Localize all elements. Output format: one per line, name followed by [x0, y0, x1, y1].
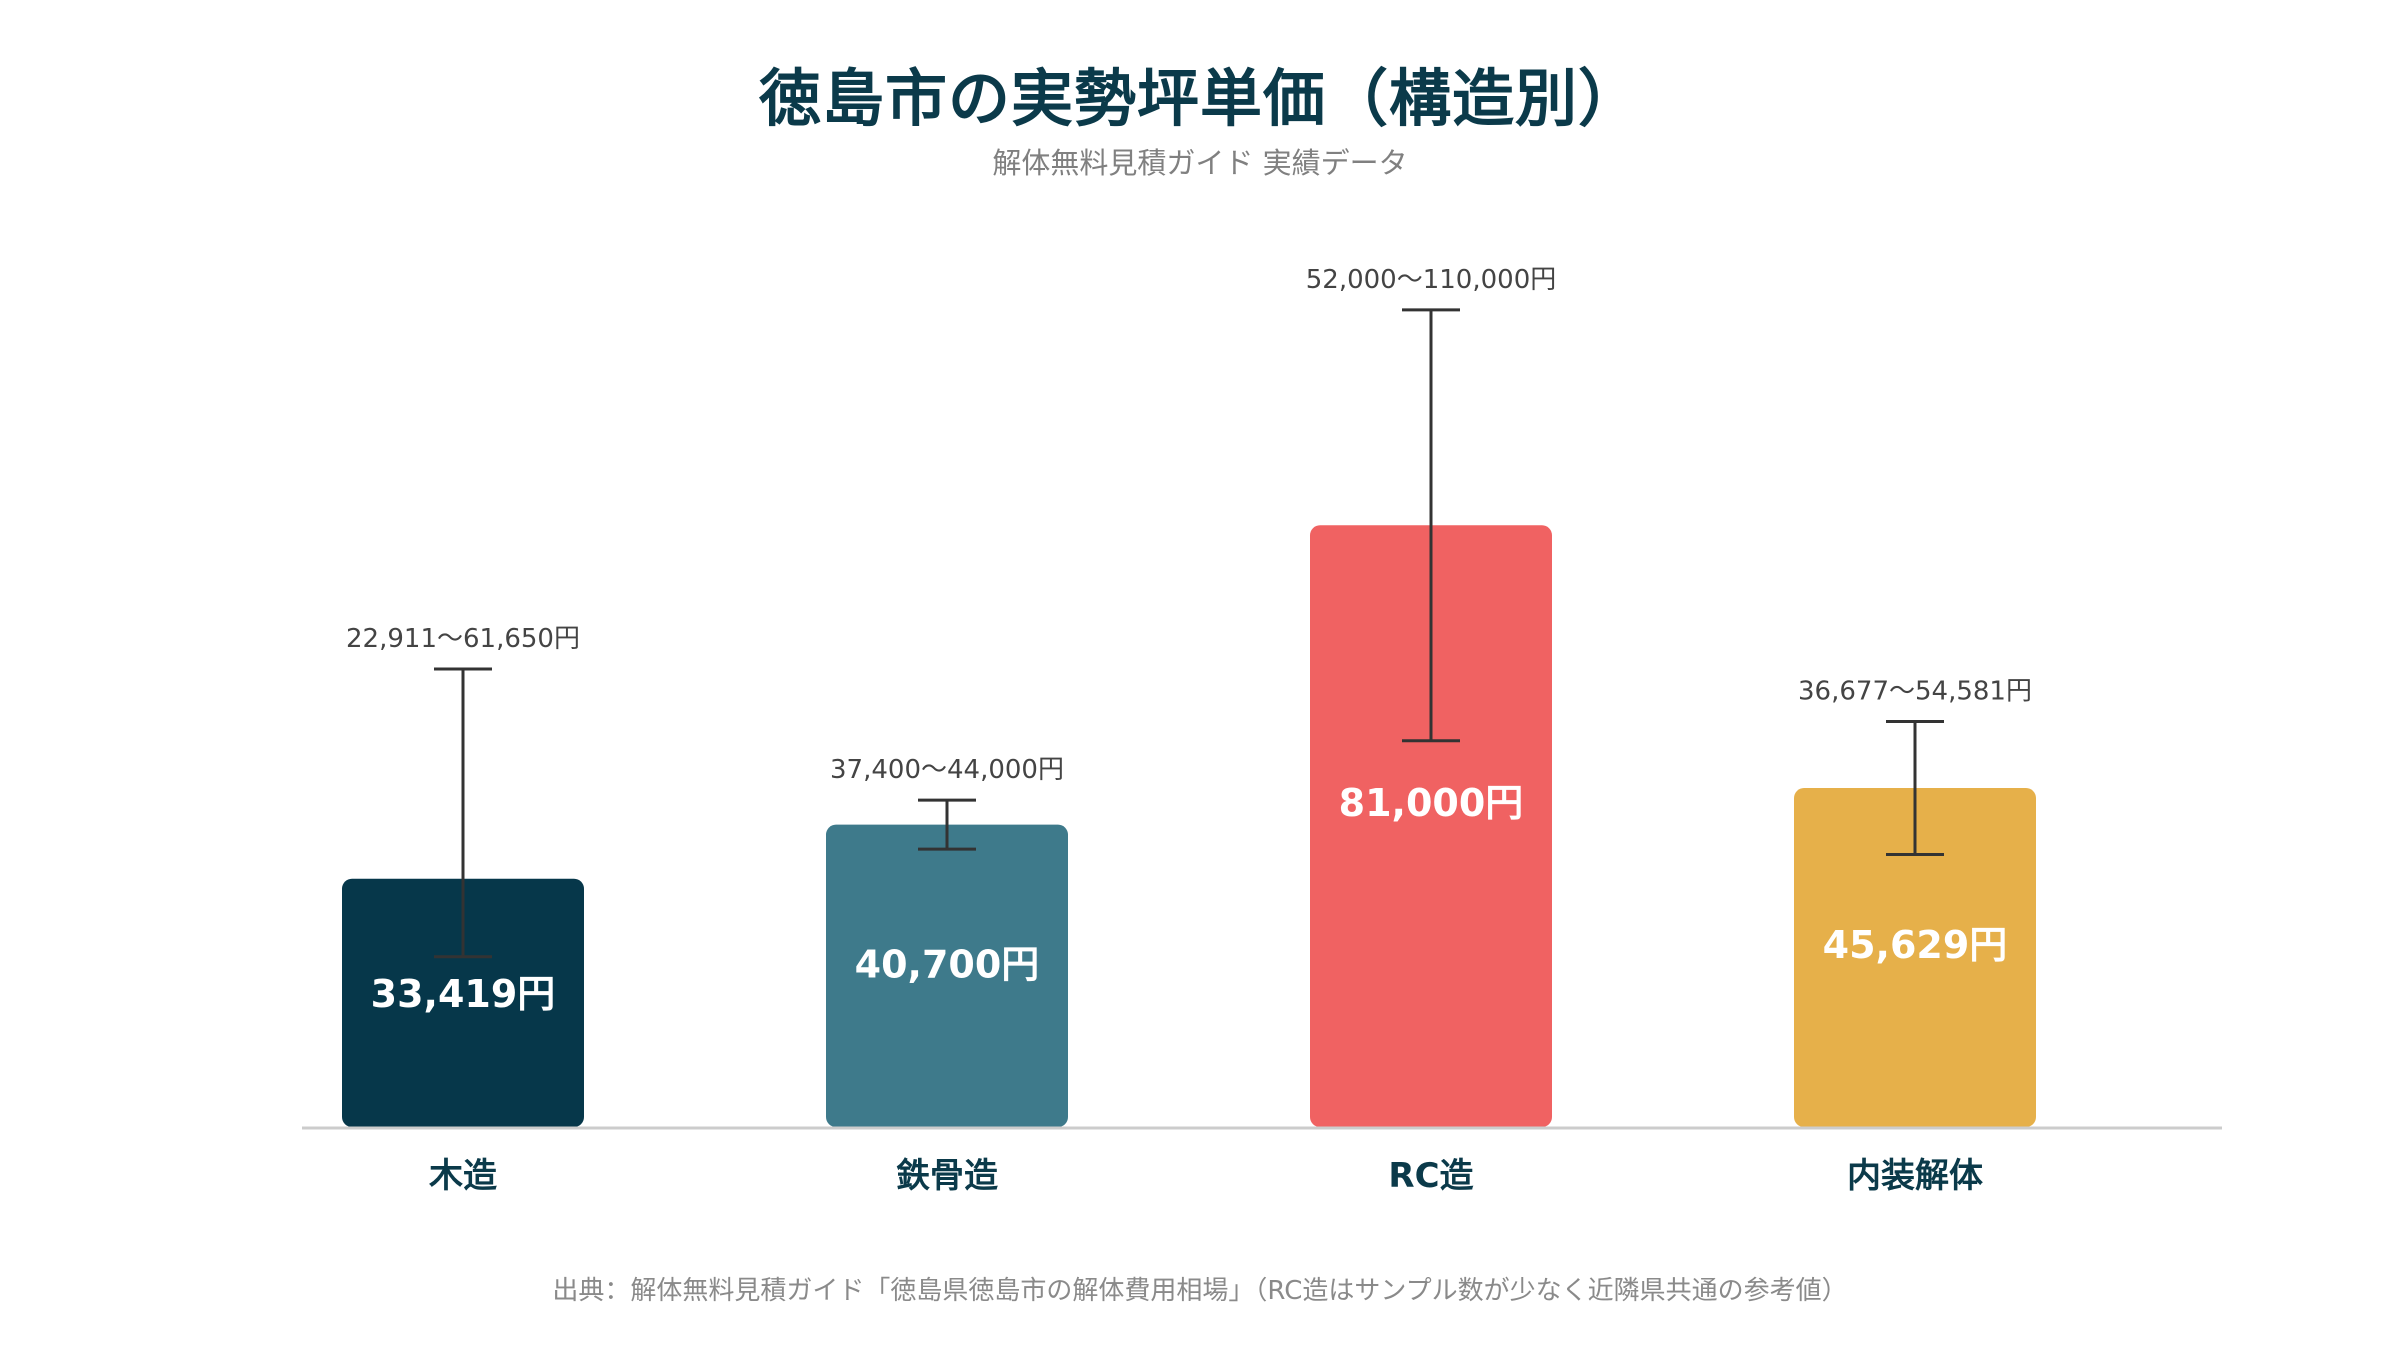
category-label-3: RC造 [1388, 1156, 1473, 1196]
bar-2 [826, 824, 1068, 1127]
bar-3 [1310, 525, 1552, 1127]
value-label-3: 81,000円 [1339, 781, 1524, 825]
bar-4 [1794, 788, 2036, 1127]
category-label-4: 内装解体 [1847, 1156, 1983, 1196]
bar-1 [342, 878, 584, 1127]
range-label-4: 36,677～54,581円 [1798, 677, 2032, 707]
chart-title: 徳島市の実勢坪単価（構造別） [758, 62, 1641, 135]
chart-source-note: 出典：解体無料見積ガイド「徳島県徳島市の解体費用相場」（RC造はサンプル数が少な… [552, 1276, 1848, 1306]
value-label-2: 40,700円 [855, 943, 1040, 987]
value-label-4: 45,629円 [1823, 923, 2008, 967]
range-label-1: 22,911～61,650円 [346, 624, 580, 654]
value-label-1: 33,419円 [371, 972, 556, 1016]
range-label-2: 37,400～44,000円 [830, 755, 1064, 785]
range-label-3: 52,000～110,000円 [1306, 265, 1557, 295]
chart-subtitle: 解体無料見積ガイド 実績データ [992, 146, 1408, 180]
category-label-1: 木造 [428, 1156, 497, 1196]
category-label-2: 鉄骨造 [896, 1156, 998, 1196]
